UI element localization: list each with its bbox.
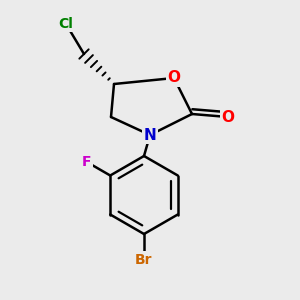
Text: N: N	[144, 128, 156, 142]
Text: Br: Br	[135, 253, 153, 266]
Text: O: O	[221, 110, 235, 124]
Text: O: O	[167, 70, 181, 86]
Text: F: F	[82, 155, 92, 169]
Text: Cl: Cl	[58, 17, 74, 31]
